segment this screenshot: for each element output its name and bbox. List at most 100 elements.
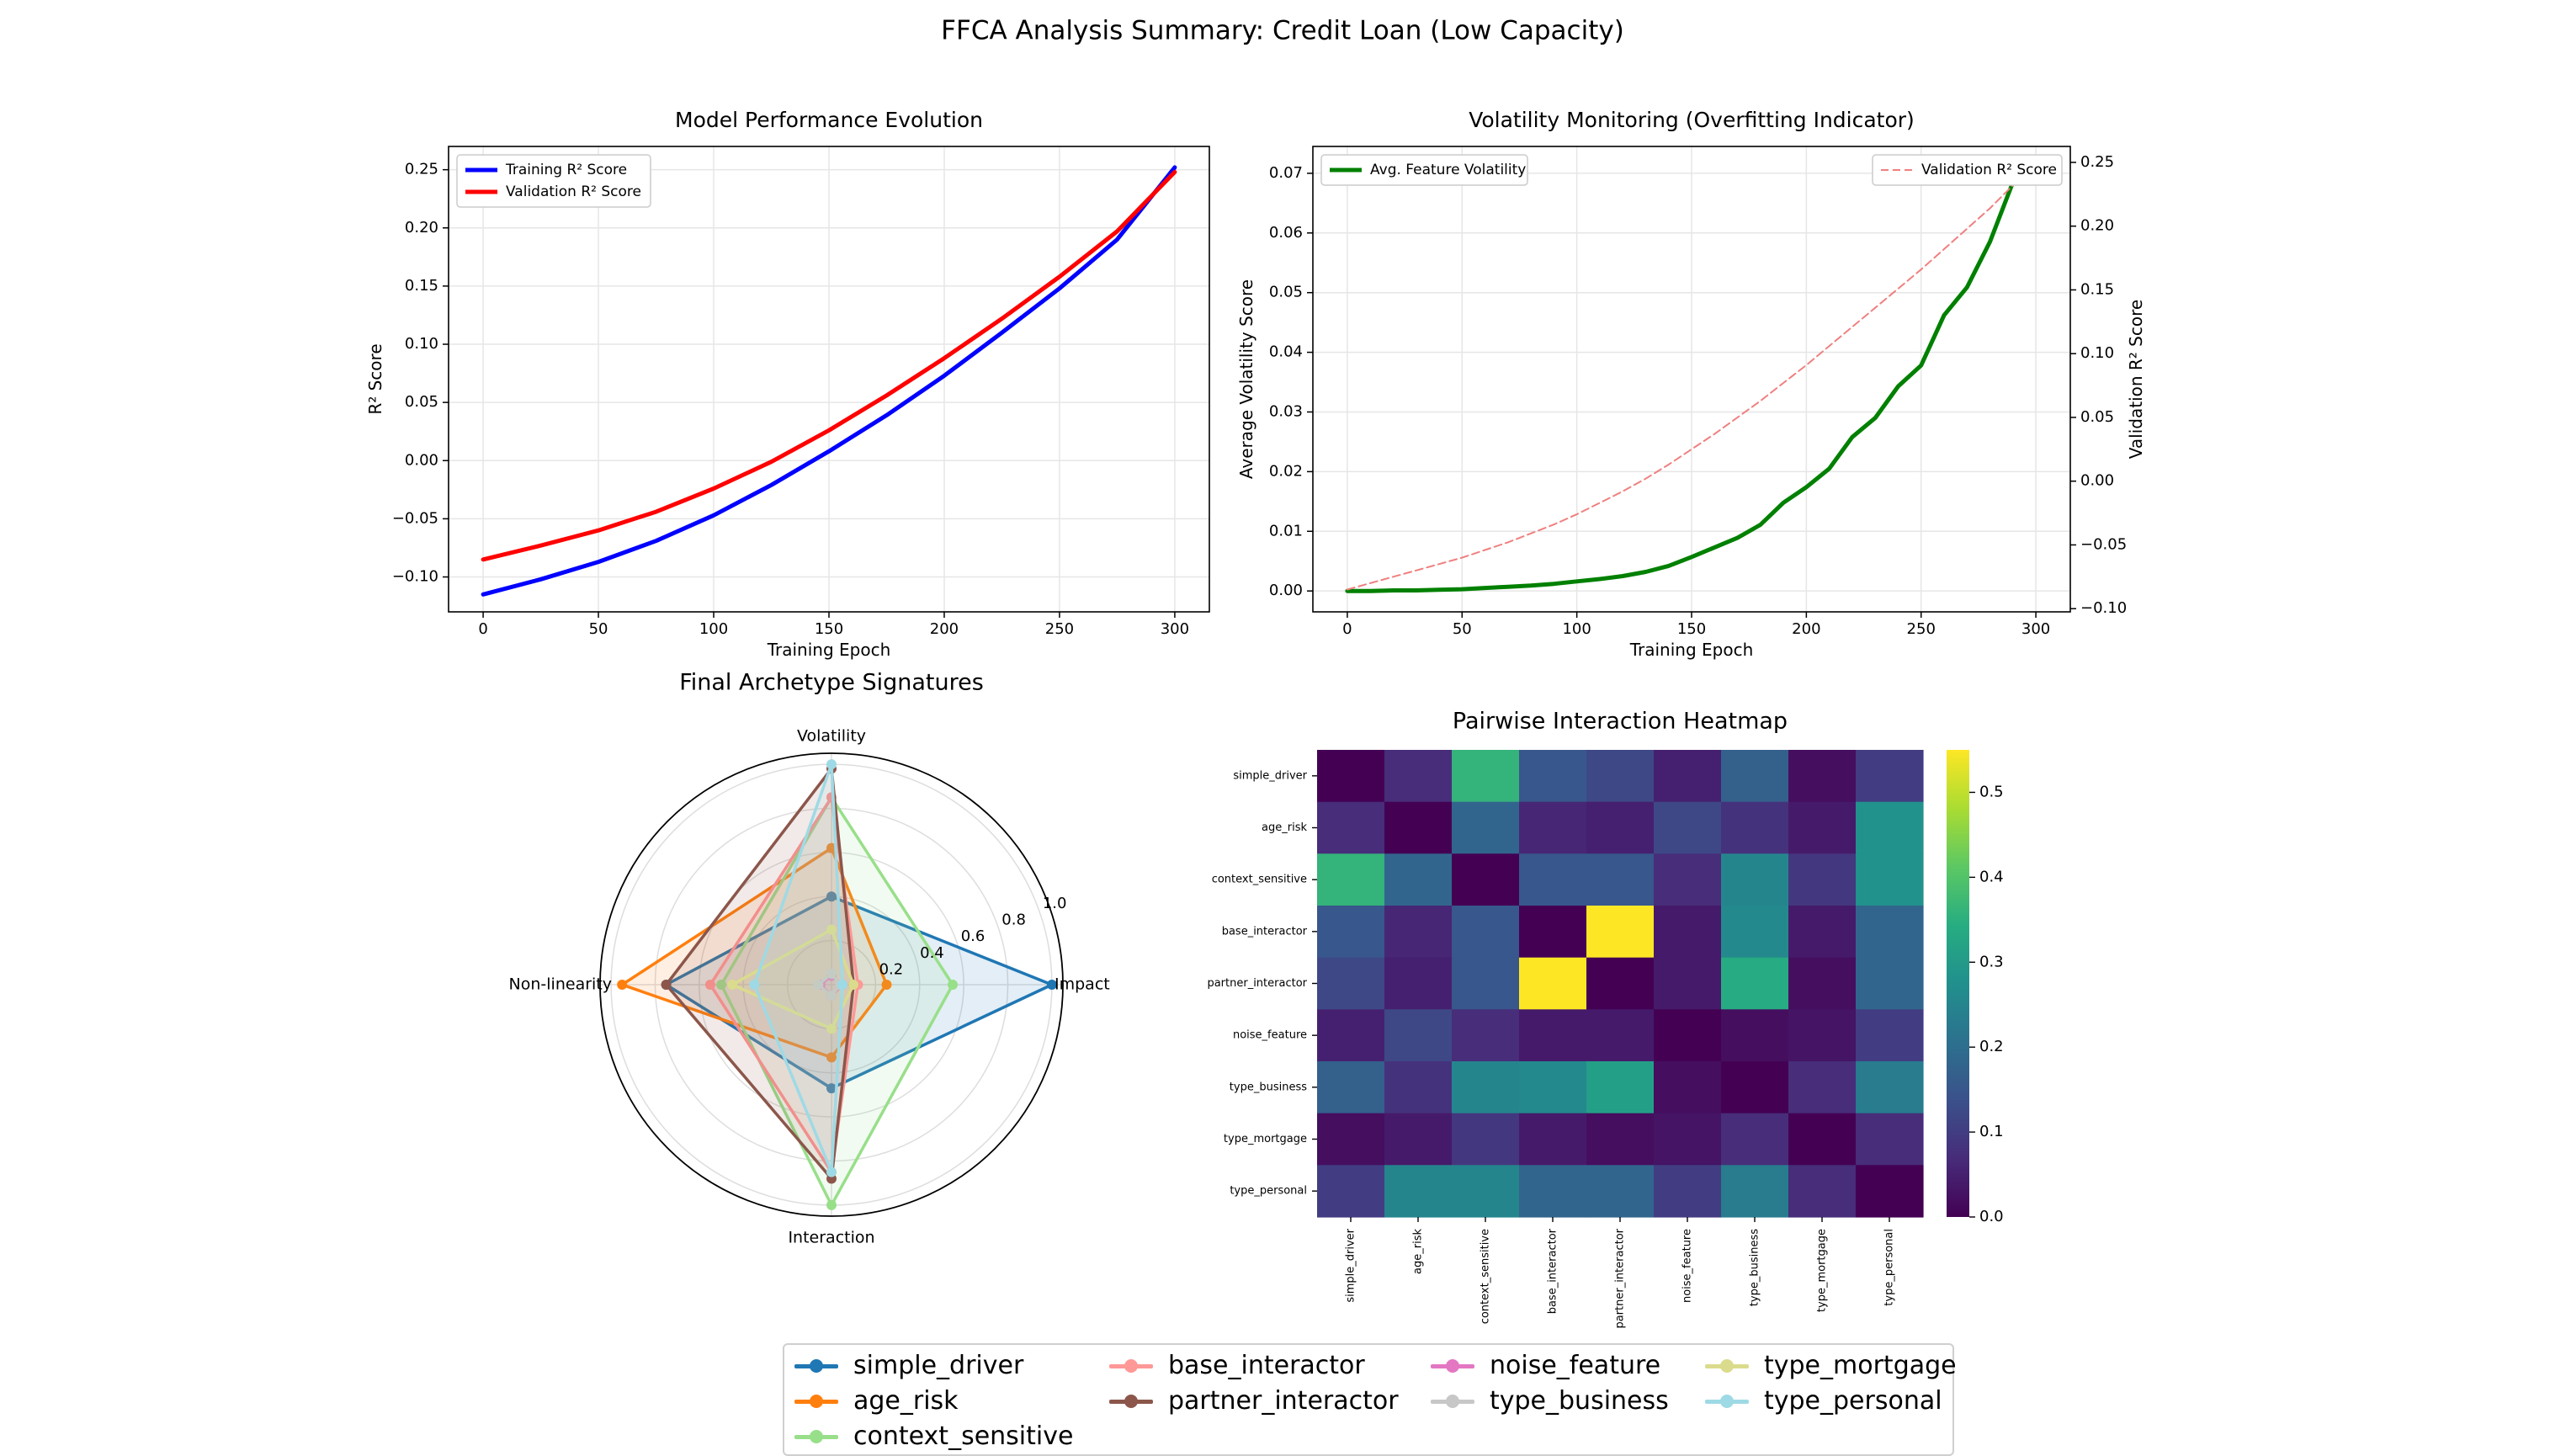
heatmap-cell [1654, 1113, 1722, 1166]
y-tick-label: 0.05 [405, 393, 438, 411]
radar-point-type_mortgage [826, 924, 837, 935]
heatmap-cell [1856, 1009, 1924, 1062]
radar-axis-label-volatility: Volatility [797, 727, 866, 746]
col-label: type_personal [1883, 1229, 1896, 1306]
radar-point-age_risk [617, 980, 628, 990]
row-label: base_interactor [1222, 925, 1308, 938]
radar-point-simple_driver [826, 1083, 837, 1094]
y2-tick-label: −0.05 [2080, 535, 2127, 553]
heatmap-cell [1384, 957, 1453, 1010]
heatmap-cell [1654, 906, 1722, 959]
heatmap-cell [1721, 750, 1789, 803]
heatmap-cell [1788, 957, 1857, 1010]
y2-tick-label: 0.25 [2080, 153, 2114, 171]
radar-point-type_business [826, 991, 837, 1002]
radar-outer-frame [599, 752, 1064, 1217]
row-label: partner_interactor [1207, 977, 1307, 990]
y-tick-label: 0.04 [1269, 343, 1303, 361]
chart-title: Final Archetype Signatures [679, 670, 984, 696]
radar-point-type_mortgage [848, 980, 859, 990]
heatmap-cell [1721, 957, 1789, 1010]
heatmap-cell [1721, 801, 1789, 854]
row-label: type_business [1230, 1081, 1307, 1093]
x-tick-label: 100 [1562, 620, 1591, 638]
heatmap-cell [1519, 906, 1587, 959]
y2-tick-label: 0.15 [2080, 280, 2114, 298]
heatmap-cell [1788, 750, 1857, 803]
y-tick-label: 0.00 [405, 451, 438, 469]
y-axis-label: R² Score [365, 343, 385, 414]
heatmap-cell [1519, 1009, 1587, 1062]
radar-axis-label-interaction: Interaction [788, 1229, 874, 1247]
heatmap-cell [1384, 1061, 1453, 1114]
volatility-chart: 0 50 100 150 200 250 300 0.00 0.01 0.02 0.03 0.04 0.… [1236, 108, 2146, 660]
heatmap-cell [1519, 957, 1587, 1010]
row-label: simple_driver [1233, 769, 1307, 782]
heatmap-cell [1856, 1061, 1924, 1114]
radar-point-type_personal [837, 980, 848, 990]
heatmap-cell [1519, 1113, 1587, 1166]
heatmap-cell [1519, 1061, 1587, 1114]
radar-point-type_personal [749, 980, 760, 990]
legend-swatch [1427, 1384, 1478, 1419]
legend-swatch [791, 1384, 842, 1419]
heatmap-cell [1317, 1009, 1385, 1062]
legend-label: type_personal [1764, 1386, 1942, 1416]
radar-point-type_mortgage [727, 980, 738, 990]
x-tick-label: 250 [1045, 620, 1074, 638]
heatmap-cell [1519, 750, 1587, 803]
heatmap-cell [1317, 853, 1385, 906]
legend-swatch [1106, 1348, 1156, 1384]
legend-item-age_risk: age_risk [791, 1384, 959, 1419]
heatmap-cell [1586, 853, 1655, 906]
chart-title: Pairwise Interaction Heatmap [1453, 709, 1788, 735]
x-axis-label: Training Epoch [1629, 640, 1754, 660]
heatmap-cell [1384, 853, 1453, 906]
legend-frame [1320, 154, 1528, 186]
archetype-legend: simple_driver age_risk context_sensitive ba… [783, 1343, 1957, 1456]
archetype-radar-chart: Final Archetype Signatures 0.2 0.4 0.6 0.8 1.… [509, 670, 1110, 1247]
col-label: simple_driver [1345, 1228, 1357, 1302]
heatmap-cell [1317, 1165, 1385, 1218]
legend-frame [1872, 154, 2063, 186]
x-tick-label: 300 [1161, 620, 1189, 638]
radar-point-type_mortgage [826, 1023, 837, 1034]
legend-item-type_business: type_business [1427, 1384, 1669, 1419]
y-tick-label: −0.10 [392, 568, 438, 586]
legend-item-partner_interactor: partner_interactor [1106, 1384, 1399, 1419]
heatmap-cell [1586, 1165, 1655, 1218]
heatmap-cell [1788, 1009, 1857, 1062]
radar-axis-label-nonlinearity: Non-linearity [509, 975, 612, 994]
row-label: noise_feature [1233, 1029, 1307, 1042]
heatmap-cell [1317, 1061, 1385, 1114]
heatmap-cell [1856, 906, 1924, 959]
legend-frame [456, 154, 651, 208]
x-tick-label: 50 [1453, 620, 1472, 638]
y2-tick-label: 0.20 [2080, 217, 2114, 235]
heatmap-cell [1654, 1009, 1722, 1062]
colorbar-tick-label: 0.4 [1979, 868, 2004, 885]
heatmap-cell [1654, 1061, 1722, 1114]
radial-tick-label: 0.4 [920, 944, 944, 962]
heatmap-cell [1452, 1061, 1520, 1114]
radar-point-age_risk [881, 980, 892, 990]
legend-item-context_sensitive: context_sensitive [791, 1419, 1073, 1454]
chart-title: Model Performance Evolution [675, 108, 983, 132]
heatmap-cell [1317, 1113, 1385, 1166]
series-line-1 [481, 169, 1177, 562]
legend-label: simple_driver [853, 1351, 1024, 1380]
legend-label: noise_feature [1490, 1351, 1661, 1380]
col-label: base_interactor [1547, 1228, 1559, 1314]
colorbar-tick-label: 0.1 [1979, 1123, 2004, 1140]
heatmap-cell [1452, 957, 1520, 1010]
x-tick-label: 150 [1677, 620, 1706, 638]
radial-tick-label: 0.8 [1001, 911, 1026, 929]
legend-item-simple_driver: simple_driver [791, 1348, 1023, 1384]
heatmap-cell [1519, 1165, 1587, 1218]
heatmap-cell [1452, 1009, 1520, 1062]
heatmap-cell [1654, 1165, 1722, 1218]
y-tick-label: 0.07 [1269, 164, 1303, 182]
heatmap-cell [1317, 801, 1385, 854]
legend-label: Avg. Feature Volatility [1370, 162, 1526, 178]
figure-title: FFCA Analysis Summary: Credit Loan (Low … [941, 16, 1624, 46]
